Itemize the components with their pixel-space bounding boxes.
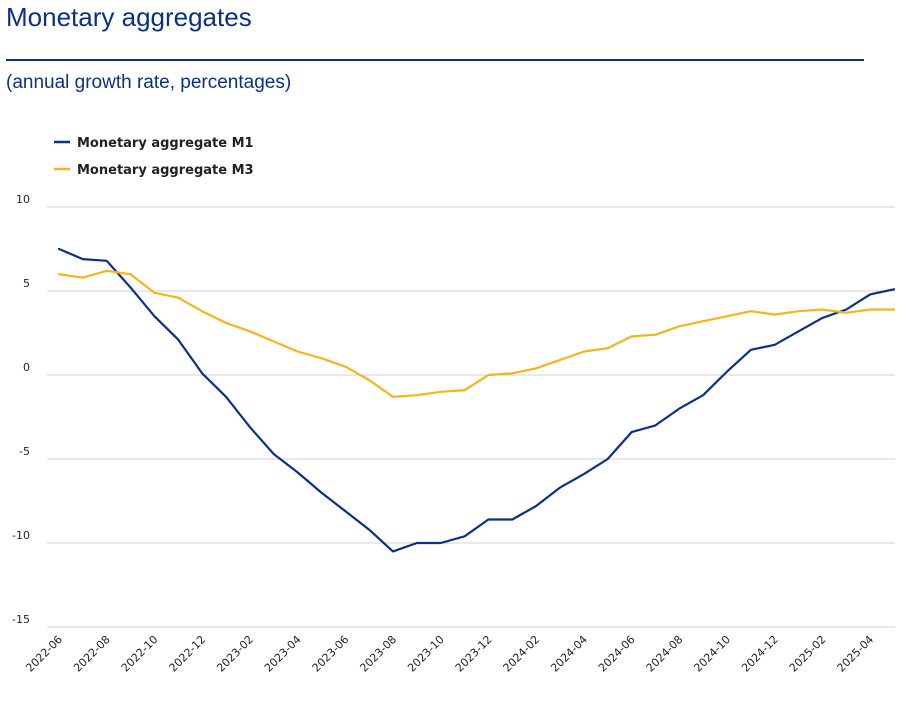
chart-subtitle: (annual growth rate, percentages) bbox=[6, 72, 292, 93]
x-tick-label: 2023-10 bbox=[405, 633, 447, 675]
x-tick-label: 2025-02 bbox=[787, 633, 829, 675]
x-tick-label: 2022-12 bbox=[167, 633, 209, 675]
y-tick-label: -15 bbox=[12, 613, 30, 626]
grid-lines bbox=[47, 206, 895, 628]
y-tick-label: -5 bbox=[19, 445, 30, 458]
y-tick-label: 5 bbox=[23, 277, 30, 290]
y-tick-label: 0 bbox=[23, 361, 30, 374]
x-tick-label: 2024-06 bbox=[596, 633, 638, 675]
x-tick-label: 2023-08 bbox=[357, 633, 399, 675]
y-tick-label: -10 bbox=[12, 529, 30, 542]
x-tick-label: 2023-12 bbox=[453, 633, 495, 675]
x-tick-label: 2024-02 bbox=[501, 633, 543, 675]
legend-label: Monetary aggregate M3 bbox=[77, 163, 254, 178]
x-tick-label: 2024-10 bbox=[691, 633, 733, 675]
y-tick-label: 10 bbox=[16, 193, 30, 206]
x-tick-label: 2024-04 bbox=[548, 633, 590, 675]
chart-title: Monetary aggregates bbox=[6, 2, 252, 32]
x-tick-label: 2025-04 bbox=[835, 633, 877, 675]
x-tick-label: 2022-10 bbox=[119, 633, 161, 675]
x-axis-labels: 2022-06 2022-08 2022-10 2022-12 2023-02 2023-… bbox=[23, 633, 876, 675]
x-tick-label: 2023-02 bbox=[214, 633, 256, 675]
x-tick-label: 2022-06 bbox=[23, 633, 65, 675]
legend: Monetary aggregate M1 Monetary aggregate … bbox=[54, 136, 254, 178]
legend-label: Monetary aggregate M1 bbox=[77, 136, 254, 151]
x-tick-label: 2023-04 bbox=[262, 633, 304, 675]
series-line-m3 bbox=[57, 269, 896, 398]
x-tick-label: 2023-06 bbox=[310, 633, 352, 675]
x-tick-label: 2024-12 bbox=[739, 633, 781, 675]
y-axis-labels: 10 5 0 -5 -10 -15 bbox=[12, 193, 30, 626]
x-tick-label: 2024-08 bbox=[644, 633, 686, 675]
title-divider bbox=[6, 59, 864, 61]
x-tick-label: 2022-08 bbox=[71, 633, 113, 675]
series-line-m1 bbox=[57, 247, 896, 553]
series-lines bbox=[57, 247, 896, 553]
